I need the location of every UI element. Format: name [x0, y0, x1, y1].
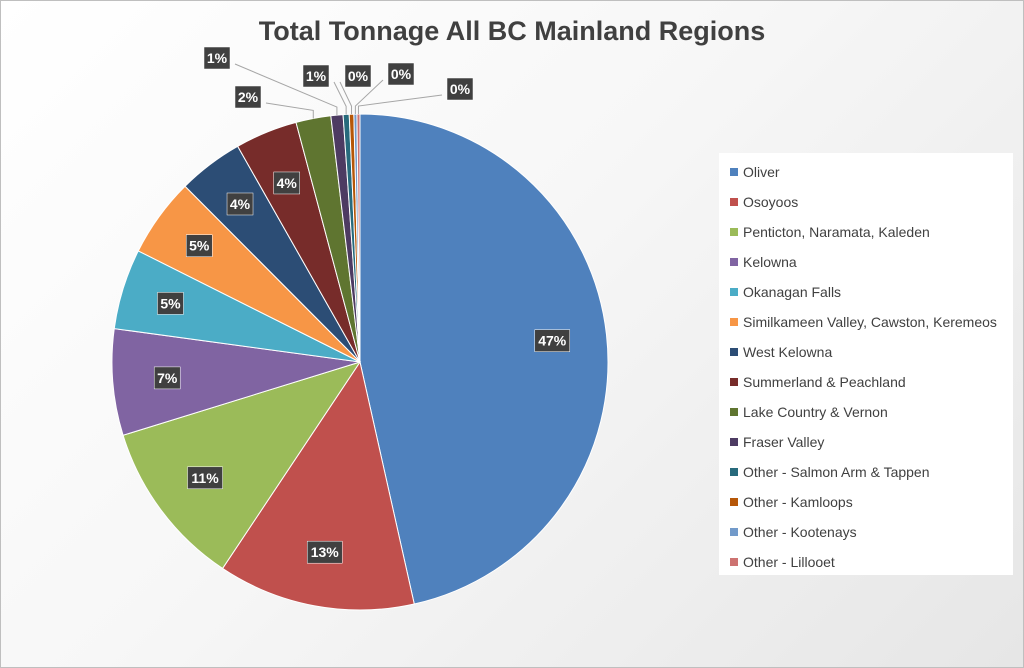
data-label-box: [306, 540, 343, 564]
data-label-box: [387, 62, 415, 86]
legend-label: Fraser Valley: [743, 434, 825, 450]
data-label: 0%: [344, 64, 372, 88]
data-label: 5%: [185, 234, 213, 257]
legend-label: Penticton, Naramata, Kaleden: [743, 224, 930, 240]
legend-swatch: [730, 318, 738, 326]
data-label-box: [273, 171, 300, 195]
data-label-text: 13%: [311, 544, 340, 560]
legend-item: Kelowna: [719, 247, 1013, 277]
legend-swatch: [730, 378, 738, 386]
legend-swatch: [730, 228, 738, 236]
legend-label: Similkameen Valley, Cawston, Keremeos: [743, 314, 997, 330]
pie-slice: [111, 328, 361, 436]
legend-item: Other - Kootenays: [719, 517, 1013, 547]
chart-legend: Oliver Osoyoos Penticton, Naramata, Kalede…: [719, 153, 1013, 575]
legend-swatch: [730, 408, 738, 416]
data-label: 0%: [387, 62, 415, 86]
legend-label: Summerland & Peachland: [743, 374, 906, 390]
data-label-text: 0%: [391, 66, 412, 82]
legend-item: Other - Salmon Arm & Tappen: [719, 457, 1013, 487]
legend-item: West Kelowna: [719, 337, 1013, 367]
data-label: 7%: [153, 366, 181, 390]
legend-label: Osoyoos: [743, 194, 799, 210]
legend-swatch: [730, 288, 738, 296]
legend-label: Other - Salmon Arm & Tappen: [743, 464, 930, 480]
data-label-box: [226, 192, 254, 216]
legend-swatch: [730, 198, 738, 206]
data-label-text: 5%: [160, 295, 181, 311]
legend-swatch: [730, 348, 738, 356]
data-label-box: [203, 46, 231, 70]
legend-item: Oliver: [719, 157, 1013, 187]
legend-item: Summerland & Peachland: [719, 367, 1013, 397]
legend-label: Okanagan Falls: [743, 284, 842, 300]
leader-line: [354, 79, 384, 115]
data-label-text: 5%: [189, 238, 210, 254]
data-label-text: 0%: [450, 81, 471, 97]
data-label-box: [446, 77, 474, 101]
data-label-box: [534, 329, 571, 352]
data-label-box: [153, 366, 181, 390]
legend-swatch: [730, 528, 738, 536]
legend-item: Lake Country & Vernon: [719, 397, 1013, 427]
data-label: 47%: [534, 329, 571, 352]
legend-swatch: [730, 168, 738, 176]
chart-title: Total Tonnage All BC Mainland Regions: [258, 16, 766, 46]
data-label: 1%: [302, 64, 330, 88]
data-label-box: [185, 234, 213, 257]
legend-label: Oliver: [743, 164, 780, 180]
data-label: 4%: [226, 192, 254, 216]
legend-swatch: [730, 258, 738, 266]
legend-item: Osoyoos: [719, 187, 1013, 217]
legend-label: Other - Kamloops: [743, 494, 853, 510]
data-label: 13%: [306, 540, 343, 564]
data-label: 0%: [446, 77, 474, 101]
legend-swatch: [730, 438, 738, 446]
legend-item: Other - Lillooet: [719, 547, 1013, 577]
legend-item: Fraser Valley: [719, 427, 1013, 457]
legend-item: Similkameen Valley, Cawston, Keremeos: [719, 307, 1013, 337]
data-label: 2%: [234, 85, 262, 109]
data-label-text: 47%: [538, 333, 567, 349]
legend-swatch: [730, 558, 738, 566]
leader-line: [339, 81, 353, 115]
data-label-box: [187, 466, 223, 490]
legend-label: West Kelowna: [743, 344, 833, 360]
leader-line: [357, 94, 443, 115]
data-label-box: [344, 64, 372, 88]
legend-label: Kelowna: [743, 254, 797, 270]
data-label-text: 2%: [238, 89, 259, 105]
data-label-text: 1%: [207, 50, 228, 66]
leader-line: [265, 102, 314, 119]
leader-line: [333, 81, 347, 115]
legend-item: Other - Kamloops: [719, 487, 1013, 517]
data-label: 5%: [157, 292, 184, 315]
data-label: 11%: [187, 466, 223, 490]
data-label-box: [302, 64, 330, 88]
legend-item: Penticton, Naramata, Kaleden: [719, 217, 1013, 247]
data-label-box: [157, 292, 184, 315]
data-label-box: [234, 85, 262, 109]
legend-swatch: [730, 498, 738, 506]
pie-slice: [221, 360, 415, 611]
data-label: 4%: [273, 171, 300, 195]
pie-slice: [122, 361, 362, 570]
data-label: 1%: [203, 46, 231, 70]
legend-label: Lake Country & Vernon: [743, 404, 888, 420]
data-label-text: 7%: [157, 370, 178, 386]
legend-label: Other - Lillooet: [743, 554, 835, 570]
pie-slice: [359, 113, 609, 605]
data-label-text: 4%: [230, 196, 251, 212]
data-label-text: 4%: [277, 175, 298, 191]
data-label-text: 1%: [306, 68, 327, 84]
legend-label: Other - Kootenays: [743, 524, 857, 540]
data-label-text: 0%: [348, 68, 369, 84]
data-label-text: 11%: [191, 470, 219, 486]
legend-item: Okanagan Falls: [719, 277, 1013, 307]
legend-swatch: [730, 468, 738, 476]
leader-line: [234, 63, 338, 116]
